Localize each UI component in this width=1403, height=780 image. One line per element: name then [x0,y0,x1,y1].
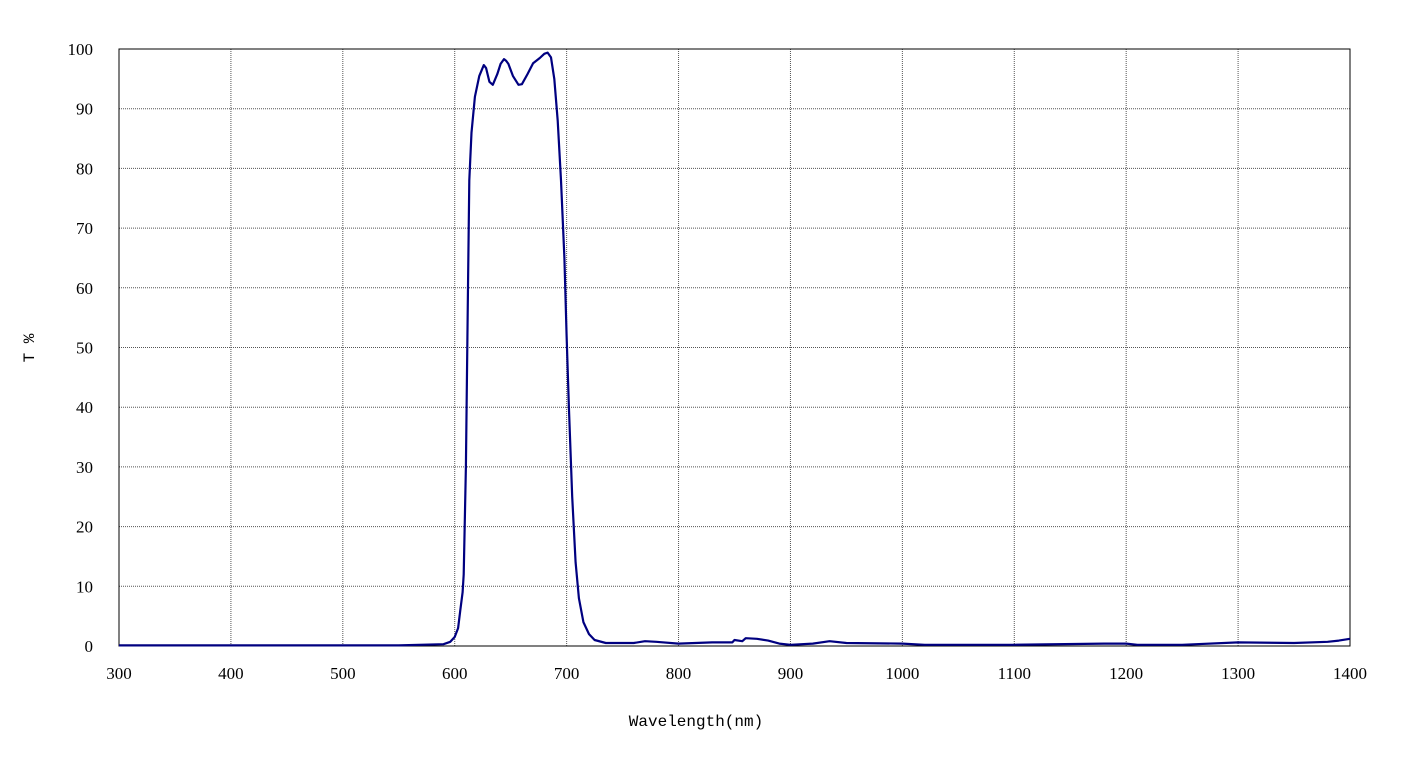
series-line [119,51,1351,647]
y-tick-label: 20 [76,518,93,537]
x-tick-label: 400 [218,664,244,683]
y-axis-label: T % [21,333,39,362]
plot-frame [118,48,1351,647]
grid [119,49,1350,646]
x-tick-label: 1400 [1333,664,1367,683]
y-tick-label: 50 [76,339,93,358]
x-tick-label: 600 [442,664,468,683]
y-tick-label: 0 [85,637,94,656]
x-tick-label: 800 [666,664,692,683]
y-tick-label: 100 [68,40,94,59]
x-axis-label: Wavelength(nm) [629,713,763,731]
y-tick-label: 90 [76,100,93,119]
y-tick-label: 80 [76,159,93,178]
y-tick-label: 10 [76,577,93,596]
x-tick-labels: 300 400 500 600 700 800 900 1000 1100 1200 1300 140… [106,664,1367,683]
y-tick-labels: 0 10 20 30 40 50 60 70 80 90 100 [68,40,94,656]
x-tick-label: 900 [778,664,804,683]
x-tick-label: 1300 [1221,664,1255,683]
y-tick-label: 70 [76,219,93,238]
x-tick-label: 1200 [1109,664,1143,683]
x-tick-label: 1000 [885,664,919,683]
x-tick-label: 500 [330,664,356,683]
y-tick-label: 40 [76,398,93,417]
x-tick-label: 1100 [998,664,1031,683]
y-tick-label: 30 [76,458,93,477]
y-tick-label: 60 [76,279,93,298]
x-tick-label: 700 [554,664,580,683]
x-tick-label: 300 [106,664,132,683]
